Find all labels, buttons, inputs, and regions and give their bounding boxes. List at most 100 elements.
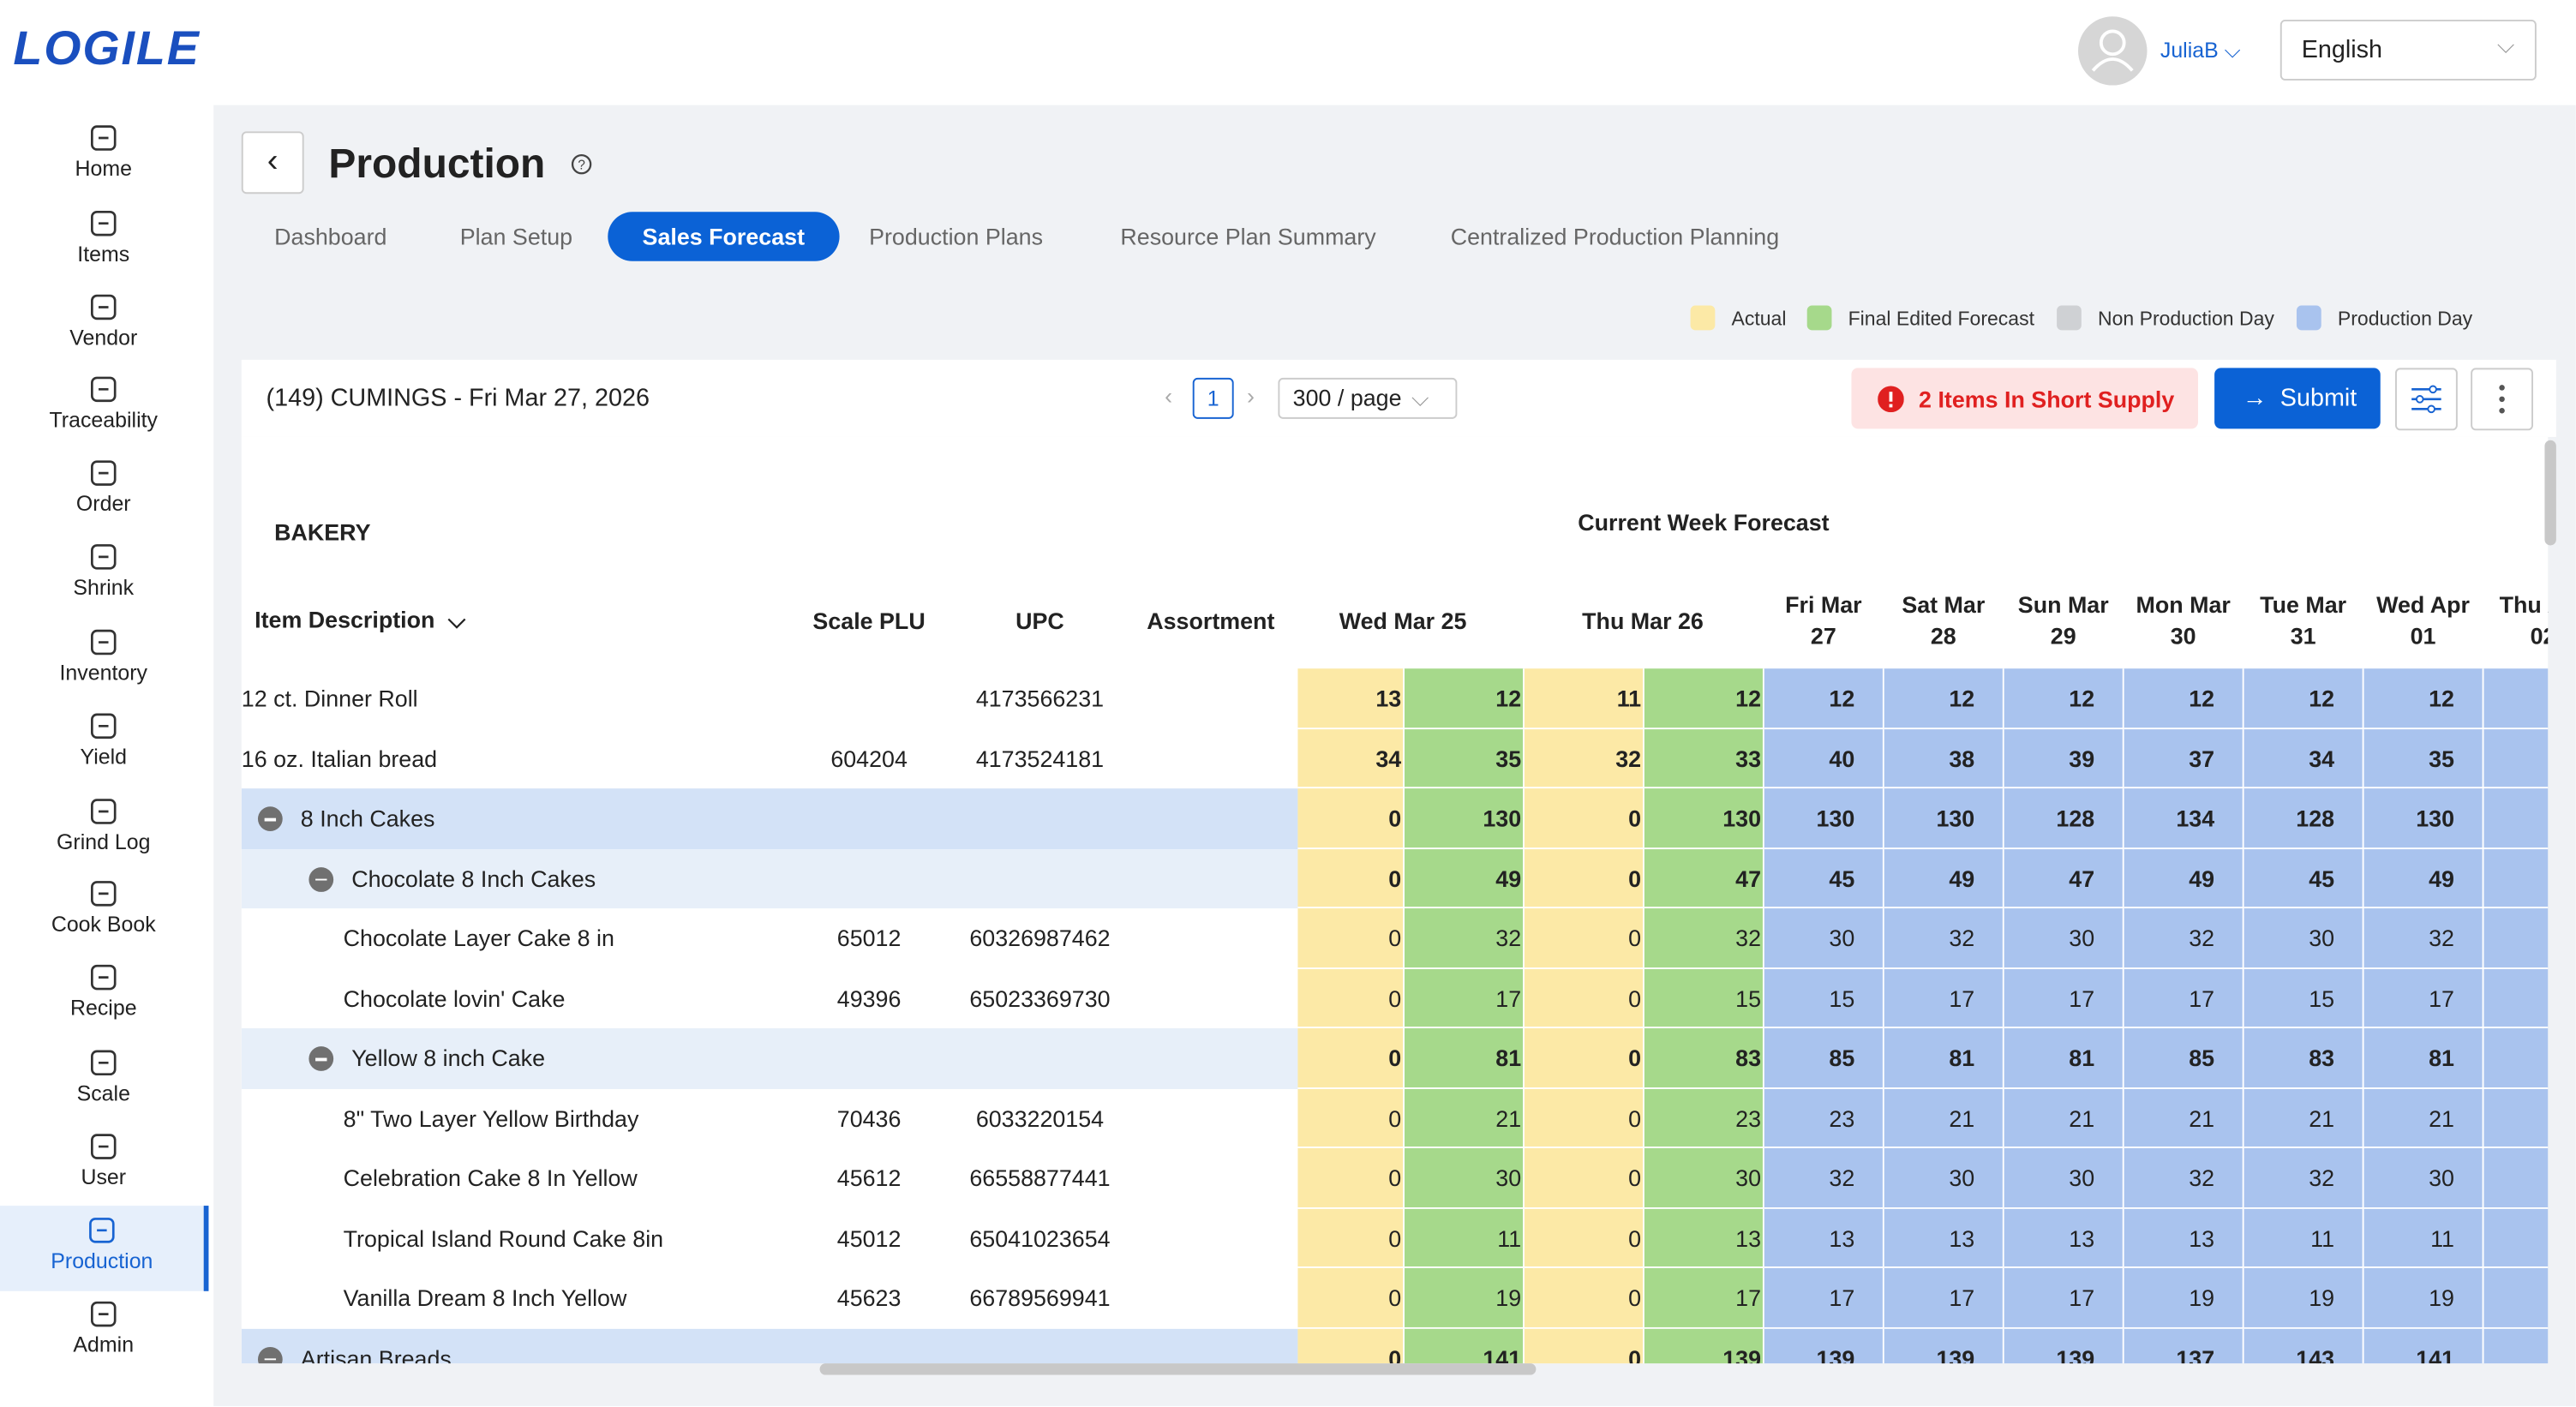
forecast-cell[interactable]: 12 [1764, 668, 1884, 728]
forecast-cell[interactable]: 128 [2244, 788, 2364, 848]
forecast-cell[interactable]: 32 [2244, 1148, 2364, 1208]
nav-item[interactable]: Production [0, 1206, 208, 1291]
nav-item[interactable]: Recipe [0, 962, 207, 1028]
forecast-cell[interactable]: 85 [2124, 1028, 2244, 1088]
forecast-cell[interactable]: 11 [2364, 1208, 2484, 1268]
forecast-cell[interactable]: 137 [2124, 1328, 2244, 1363]
help-icon[interactable]: ? [570, 153, 593, 176]
forecast-cell[interactable]: 49 [1884, 848, 2004, 908]
forecast-cell[interactable]: 34 [1297, 728, 1405, 788]
forecast-cell[interactable]: 141 [2364, 1328, 2484, 1363]
forecast-cell[interactable]: 11 [1525, 668, 1644, 728]
forecast-cell[interactable]: 12 [1405, 668, 1525, 728]
user[interactable]: JuliaB [2160, 38, 2219, 63]
forecast-cell[interactable]: 0 [1525, 908, 1644, 968]
forecast-cell[interactable]: 0 [1525, 1088, 1644, 1148]
forecast-cell[interactable]: 32 [2124, 1148, 2244, 1208]
forecast-cell[interactable]: 19 [2364, 1268, 2484, 1328]
nav-item[interactable]: Cook Book [0, 879, 207, 945]
forecast-cell[interactable]: 17 [1644, 1268, 1764, 1328]
forecast-cell[interactable]: 32 [1405, 908, 1525, 968]
forecast-cell[interactable]: 0 [1525, 1328, 1644, 1363]
forecast-cell[interactable]: 0 [1297, 1208, 1405, 1268]
tab[interactable]: Dashboard [240, 212, 422, 261]
collapse-button[interactable] [309, 1046, 333, 1071]
nav-item[interactable]: Admin [0, 1299, 207, 1365]
forecast-cell[interactable]: 81 [2004, 1028, 2124, 1088]
forecast-cell[interactable]: 23 [1764, 1088, 1884, 1148]
forecast-cell[interactable]: 0 [1297, 908, 1405, 968]
forecast-cell[interactable]: 17 [1884, 968, 2004, 1028]
tab[interactable]: Centralized Production Planning [1416, 212, 1813, 261]
forecast-cell[interactable]: 13 [1884, 1208, 2004, 1268]
forecast-cell[interactable]: 17 [1405, 968, 1525, 1028]
nav-item[interactable]: Grind Log [0, 797, 207, 863]
forecast-cell[interactable]: 130 [1884, 788, 2004, 848]
forecast-cell[interactable]: 0 [1297, 1268, 1405, 1328]
forecast-cell[interactable]: 21 [1405, 1088, 1525, 1148]
forecast-cell[interactable]: 17 [2124, 968, 2244, 1028]
forecast-cell[interactable]: 81 [2364, 1028, 2484, 1088]
more-button[interactable] [2471, 368, 2533, 430]
forecast-cell[interactable]: 47 [2004, 848, 2124, 908]
forecast-cell[interactable]: 19 [1405, 1268, 1525, 1328]
forecast-cell[interactable]: 85 [1764, 1028, 1884, 1088]
forecast-cell[interactable]: 0 [1525, 1028, 1644, 1088]
forecast-cell[interactable]: 49 [1405, 848, 1525, 908]
forecast-cell[interactable]: 81 [1405, 1028, 1525, 1088]
forecast-cell[interactable]: 139 [1644, 1328, 1764, 1363]
forecast-cell[interactable]: 45 [2244, 848, 2364, 908]
forecast-cell[interactable]: 21 [1884, 1088, 2004, 1148]
forecast-cell[interactable]: 21 [2364, 1088, 2484, 1148]
page-number[interactable]: 1 [1193, 378, 1234, 419]
forecast-cell[interactable]: 13 [1297, 668, 1405, 728]
tab[interactable]: Resource Plan Summary [1086, 212, 1411, 261]
forecast-cell[interactable]: 17 [2364, 968, 2484, 1028]
forecast-cell[interactable]: 139 [1884, 1328, 2004, 1363]
forecast-cell[interactable]: 19 [2124, 1268, 2244, 1328]
forecast-cell[interactable]: 130 [1764, 788, 1884, 848]
forecast-cell[interactable]: 143 [2244, 1328, 2364, 1363]
forecast-cell[interactable]: 0 [1525, 1148, 1644, 1208]
forecast-cell[interactable]: 34 [2244, 728, 2364, 788]
forecast-cell[interactable]: 15 [2244, 968, 2364, 1028]
column-header[interactable]: Item Description⌵ [255, 606, 465, 634]
forecast-cell[interactable]: 32 [1644, 908, 1764, 968]
next-page[interactable]: › [1247, 383, 1255, 410]
forecast-cell[interactable]: 11 [1405, 1208, 1525, 1268]
forecast-cell[interactable]: 0 [1297, 788, 1405, 848]
nav-item[interactable]: Traceability [0, 374, 207, 440]
language-select[interactable]: English ⌵ [2280, 20, 2537, 81]
forecast-cell[interactable]: 12 [1884, 668, 2004, 728]
forecast-cell[interactable]: 30 [2244, 908, 2364, 968]
tab[interactable]: Plan Setup [426, 212, 608, 261]
user-name[interactable]: JuliaB ⌵ [2160, 38, 2241, 64]
forecast-cell[interactable]: 139 [2004, 1328, 2124, 1363]
forecast-cell[interactable]: 30 [1405, 1148, 1525, 1208]
forecast-cell[interactable]: 15 [1764, 968, 1884, 1028]
nav-item[interactable]: Scale [0, 1048, 207, 1114]
forecast-cell[interactable]: 12 [2124, 668, 2244, 728]
forecast-cell[interactable]: 130 [2364, 788, 2484, 848]
forecast-cell[interactable]: 32 [1764, 1148, 1884, 1208]
forecast-cell[interactable]: 23 [1644, 1088, 1764, 1148]
forecast-cell[interactable]: 30 [1884, 1148, 2004, 1208]
forecast-cell[interactable]: 141 [1405, 1328, 1525, 1363]
forecast-cell[interactable]: 49 [2124, 848, 2244, 908]
submit-button[interactable]: →Submit [2214, 368, 2381, 428]
forecast-cell[interactable]: 139 [1764, 1328, 1884, 1363]
forecast-cell[interactable]: 0 [1297, 1088, 1405, 1148]
forecast-cell[interactable]: 15 [1644, 968, 1764, 1028]
forecast-cell[interactable]: 39 [2004, 728, 2124, 788]
nav-item[interactable]: Inventory [0, 627, 207, 693]
nav-item[interactable]: User [0, 1132, 207, 1198]
nav-item[interactable]: Yield [0, 711, 207, 777]
page-size-select[interactable]: 300 / page⌵ [1278, 378, 1457, 419]
forecast-cell[interactable]: 130 [1644, 788, 1764, 848]
logo[interactable]: LOGILE [13, 23, 200, 77]
avatar[interactable] [2078, 16, 2148, 86]
h-scrollbar[interactable] [820, 1363, 1537, 1374]
forecast-cell[interactable]: 0 [1525, 788, 1644, 848]
forecast-cell[interactable]: 47 [1644, 848, 1764, 908]
forecast-cell[interactable]: 13 [1764, 1208, 1884, 1268]
